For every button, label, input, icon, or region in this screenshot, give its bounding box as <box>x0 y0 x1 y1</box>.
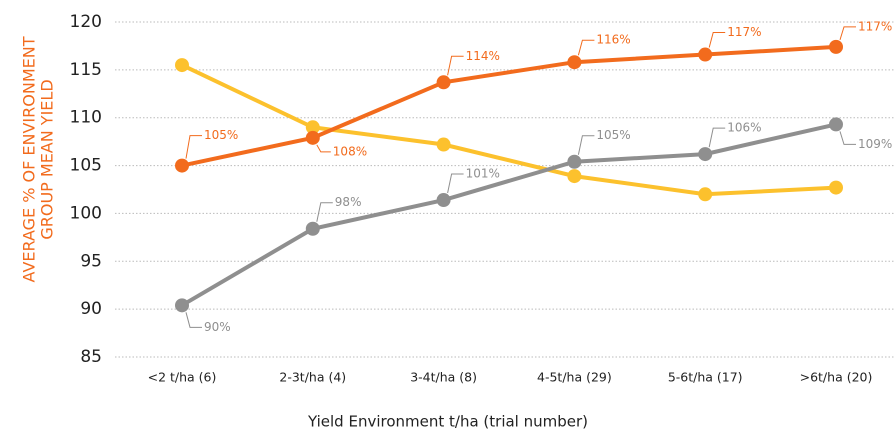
y-tick-label: 95 <box>80 251 102 271</box>
data-label: 116% <box>596 33 630 47</box>
y-axis-title: GROUP MEAN YIELD <box>38 79 57 239</box>
data-label: 90% <box>204 320 231 334</box>
point <box>567 169 582 184</box>
x-axis-title: Yield Environment t/ha (trial number) <box>307 413 588 431</box>
label-leader <box>447 173 464 194</box>
label-leader <box>708 32 726 48</box>
y-tick-label: 90 <box>80 299 102 319</box>
data-label: 109% <box>858 137 892 151</box>
label-leader <box>316 144 331 153</box>
point <box>436 75 451 90</box>
x-tick-label: 3-4t/ha (8) <box>410 370 477 385</box>
point <box>305 120 320 135</box>
label-leader <box>185 135 202 159</box>
point <box>305 221 320 236</box>
point <box>567 55 582 70</box>
data-label: 105% <box>204 128 238 142</box>
label-leader <box>839 131 856 145</box>
point <box>175 298 189 313</box>
label-leader <box>839 26 856 41</box>
y-tick-label: 85 <box>80 347 102 367</box>
data-label: 98% <box>335 195 362 209</box>
point <box>175 158 189 173</box>
x-tick-label: 5-6t/ha (17) <box>668 370 743 385</box>
x-tick-label: <2 t/ha (6) <box>148 370 217 385</box>
data-label: 117% <box>858 19 892 33</box>
label-leader <box>316 202 333 222</box>
data-label: 117% <box>727 25 761 39</box>
x-tick-label: 2-3t/ha (4) <box>279 370 346 385</box>
x-tick-label: 4-5t/ha (29) <box>537 370 612 385</box>
point <box>698 47 713 62</box>
y-tick-label: 105 <box>70 156 102 176</box>
data-label: 106% <box>727 121 761 135</box>
point <box>829 180 843 195</box>
point <box>175 58 189 73</box>
point <box>698 147 713 162</box>
y-tick-label: 120 <box>70 12 102 32</box>
y-axis-title: AVERAGE % OF ENVIRONMENT <box>20 36 39 282</box>
y-tick-label: 110 <box>70 108 102 128</box>
point <box>829 39 843 54</box>
data-label: 108% <box>333 144 367 158</box>
point <box>436 193 451 208</box>
label-leader <box>708 127 726 148</box>
series-line <box>181 44 837 168</box>
label-leader <box>577 135 595 155</box>
series-line <box>181 63 837 197</box>
x-tick-label: >6t/ha (20) <box>800 370 873 385</box>
y-tick-label: 115 <box>70 60 102 80</box>
data-label: 105% <box>596 128 630 142</box>
data-label: 101% <box>466 167 500 181</box>
point <box>567 154 582 169</box>
point <box>698 187 713 202</box>
y-tick-label: 100 <box>70 203 102 223</box>
point <box>436 137 451 152</box>
label-leader <box>447 55 464 76</box>
label-leader <box>185 312 202 328</box>
point <box>305 130 320 145</box>
label-leader <box>577 39 595 56</box>
series-line <box>180 122 837 308</box>
point <box>829 117 843 132</box>
data-label: 114% <box>466 49 500 63</box>
